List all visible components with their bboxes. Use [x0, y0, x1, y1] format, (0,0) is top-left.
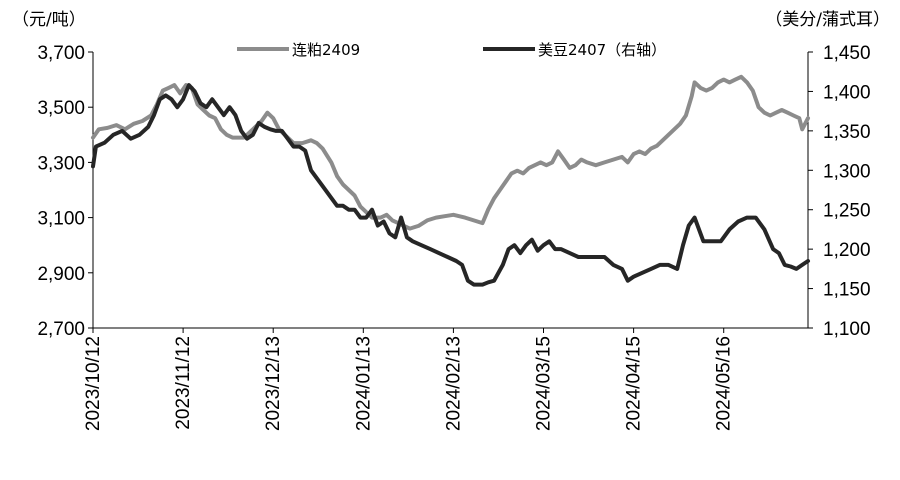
- left-tick-label: 3,500: [37, 98, 85, 119]
- x-tick-label: 2024/03/15: [534, 336, 555, 431]
- right-tick-label: 1,350: [823, 122, 871, 143]
- left-tick-label: 2,900: [37, 264, 85, 285]
- series-dalian-path: [91, 74, 810, 231]
- tick-labels: 2,700 2,900 3,100 3,300 3,500 3,700 1,100 1,150…: [12, 10, 890, 431]
- left-tick-label: 3,700: [37, 43, 85, 64]
- right-tick-label: 1,450: [823, 43, 871, 64]
- legend-label: 美豆2407（右轴）: [538, 41, 666, 59]
- x-tick-label: 2024/01/13: [353, 336, 374, 431]
- left-tick-label: 2,700: [37, 319, 85, 340]
- legend-label: 连粕2409: [292, 41, 360, 59]
- x-tick-label: 2023/11/12: [173, 336, 194, 430]
- x-tick-label: 2024/05/16: [714, 336, 735, 431]
- right-tick-label: 1,100: [823, 319, 871, 340]
- legend-entry-dalian: 连粕2409: [237, 41, 360, 59]
- chart-axes: [88, 51, 813, 333]
- right-tick-label: 1,400: [823, 82, 871, 103]
- chart-legend: 连粕2409 美豆2407（右轴）: [237, 41, 666, 59]
- x-tick-label: 2023/12/13: [263, 336, 284, 431]
- series-cbot-soybean-line: [91, 83, 810, 287]
- right-tick-label: 1,200: [823, 240, 871, 261]
- series-dalian-meal-line: [91, 74, 810, 231]
- legend-entry-cbot: 美豆2407（右轴）: [483, 41, 666, 59]
- x-tick-label: 2024/04/15: [624, 336, 645, 431]
- series-cbot-path: [91, 83, 810, 287]
- x-tick-label: 2023/10/12: [83, 336, 104, 431]
- right-tick-label: 1,150: [823, 280, 871, 301]
- right-tick-label: 1,250: [823, 201, 871, 222]
- right-tick-label: 1,300: [823, 161, 871, 182]
- left-axis-unit: （元/吨）: [12, 10, 86, 30]
- left-tick-label: 3,300: [37, 153, 85, 174]
- left-tick-label: 3,100: [37, 209, 85, 230]
- x-tick-label: 2024/02/13: [443, 336, 464, 431]
- right-axis-unit: （美分/蒲式耳）: [765, 10, 890, 30]
